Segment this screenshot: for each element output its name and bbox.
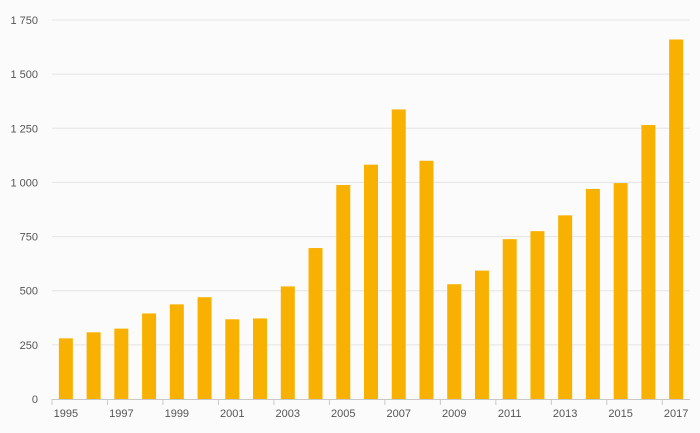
bar-2007 bbox=[391, 109, 406, 399]
bar-1997 bbox=[114, 328, 129, 399]
bar-2011 bbox=[502, 239, 517, 399]
bar-2010 bbox=[474, 270, 489, 399]
x-tick-label: 2017 bbox=[664, 408, 688, 420]
bar-2016 bbox=[641, 125, 656, 399]
x-tick-label: 1995 bbox=[54, 408, 78, 420]
bar-1996 bbox=[86, 332, 101, 399]
bar-2003 bbox=[280, 286, 295, 399]
bar-2002 bbox=[253, 318, 268, 399]
y-tick-label: 1 750 bbox=[10, 15, 38, 27]
bar-2015 bbox=[613, 183, 628, 399]
x-tick-label: 2001 bbox=[220, 408, 244, 420]
x-tick-label: 2003 bbox=[276, 408, 300, 420]
bar-2004 bbox=[308, 248, 323, 399]
x-tick-label: 2009 bbox=[442, 408, 466, 420]
bar-2013 bbox=[558, 215, 573, 399]
y-axis-tick-labels: 0 250 500 750 1 000 1 250 1 500 1 750 bbox=[10, 15, 38, 406]
x-tick-label: 2005 bbox=[331, 408, 355, 420]
bar-2005 bbox=[336, 185, 351, 399]
x-axis bbox=[51, 399, 690, 405]
bar-2014 bbox=[585, 188, 600, 399]
bar-2006 bbox=[364, 164, 378, 399]
bars bbox=[58, 39, 684, 400]
x-tick-label: 2007 bbox=[386, 408, 410, 420]
x-tick-label: 2015 bbox=[608, 408, 632, 420]
bar-2008 bbox=[419, 160, 434, 399]
x-tick-label: 2011 bbox=[498, 408, 522, 420]
bar-2000 bbox=[197, 297, 212, 399]
bar-2001 bbox=[225, 319, 240, 399]
y-tick-label: 1 250 bbox=[10, 123, 38, 135]
y-tick-label: 1 000 bbox=[10, 177, 38, 189]
y-tick-label: 0 bbox=[32, 394, 38, 406]
y-tick-label: 500 bbox=[20, 286, 38, 298]
bar-2012 bbox=[530, 231, 545, 399]
bar-2017 bbox=[669, 39, 684, 400]
x-tick-label: 2013 bbox=[553, 408, 577, 420]
y-tick-label: 1 500 bbox=[10, 69, 38, 81]
bar-1999 bbox=[169, 304, 184, 399]
bar-2009 bbox=[447, 284, 462, 399]
bar-1995 bbox=[58, 338, 73, 399]
x-tick-label: 1997 bbox=[109, 408, 133, 420]
y-tick-label: 250 bbox=[20, 340, 38, 352]
bar-1998 bbox=[142, 313, 157, 399]
x-axis-tick-labels: 1995 1997 1999 2001 2003 2005 2007 2009 2011 2013… bbox=[54, 408, 689, 420]
x-tick-label: 1999 bbox=[165, 408, 189, 420]
y-tick-label: 750 bbox=[20, 232, 38, 244]
